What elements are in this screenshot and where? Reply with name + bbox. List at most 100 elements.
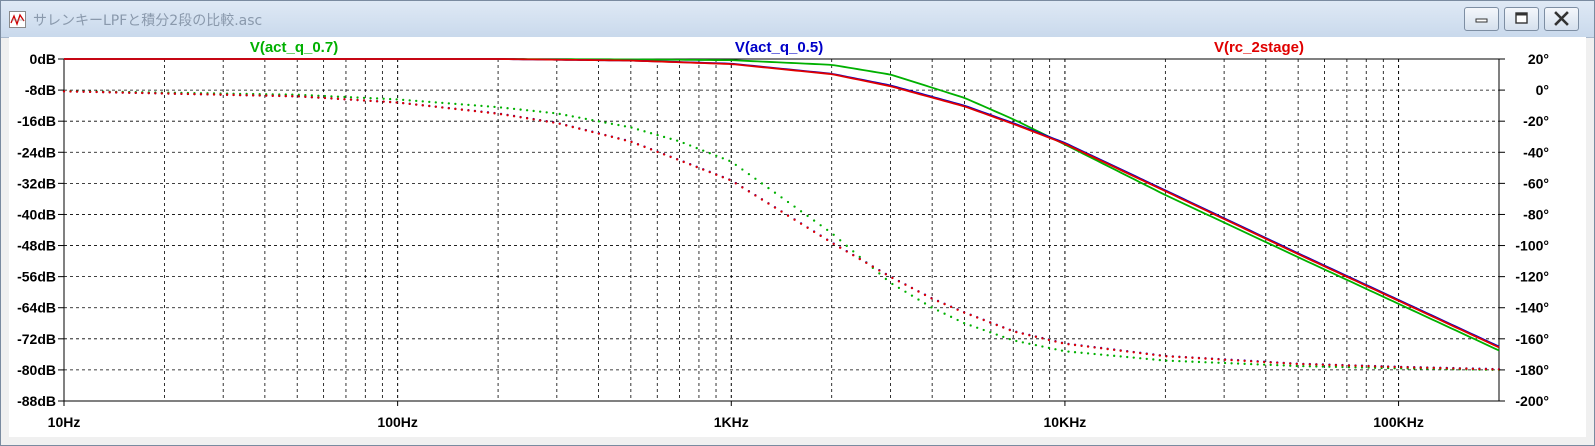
phase-point — [708, 152, 711, 155]
bottom-tick-label: 10Hz — [48, 414, 81, 430]
phase-point — [604, 121, 607, 124]
phase-point — [532, 109, 535, 113]
phase-point — [323, 94, 327, 98]
phase-point — [1041, 337, 1044, 340]
bode-plot[interactable]: 0dB -8dB -16dB -24dB -32dB -40dB -48dB -56dB -64… — [9, 37, 1586, 437]
phase-point — [1158, 354, 1161, 357]
phase-point — [917, 290, 920, 293]
phase-point — [1184, 356, 1188, 359]
phase-point — [1308, 363, 1311, 366]
phase-point — [1034, 343, 1038, 347]
phase-point — [493, 112, 496, 115]
left-tick-label: -48dB — [17, 238, 56, 254]
phase-point — [1021, 341, 1024, 344]
phase-point — [695, 146, 698, 150]
phase-point — [1230, 358, 1233, 362]
phase-point — [969, 313, 972, 317]
phase-point — [154, 92, 157, 95]
phase-point — [976, 326, 979, 329]
phase-point — [643, 130, 646, 133]
plot-pane[interactable]: 0dB -8dB -16dB -24dB -32dB -40dB -48dB -56dB -64… — [9, 37, 1586, 437]
phase-point — [1256, 363, 1259, 366]
phase-point — [799, 210, 803, 213]
bottom-tick-label: 1KHz — [714, 414, 749, 430]
phase-point — [539, 119, 542, 122]
phase-point — [767, 202, 770, 205]
phase-point — [1243, 359, 1246, 363]
phase-point — [480, 110, 483, 114]
phase-point — [832, 233, 835, 236]
phase-point — [943, 312, 946, 315]
phase-point — [369, 99, 372, 102]
phase-point — [1334, 365, 1338, 369]
phase-point — [297, 93, 300, 96]
phase-point — [382, 97, 385, 100]
phase-point — [1119, 355, 1122, 358]
phase-point — [930, 306, 933, 309]
phase-point — [1008, 328, 1011, 332]
phase-point — [1119, 349, 1122, 352]
phase-point — [486, 105, 490, 108]
maximize-button[interactable] — [1504, 7, 1539, 31]
right-tick-label: -80° — [1523, 206, 1549, 222]
magnitude-trace — [64, 58, 1500, 348]
phase-point — [1210, 361, 1214, 364]
phase-point — [1008, 338, 1011, 341]
phase-point — [441, 106, 444, 109]
minimize-icon — [1475, 18, 1488, 23]
phase-point — [689, 163, 692, 166]
right-tick-label: -140° — [1515, 300, 1549, 316]
phase-point — [519, 108, 522, 111]
grid — [64, 59, 1499, 401]
ltspice-waveform-icon[interactable] — [9, 11, 26, 28]
phase-point — [160, 92, 163, 95]
phase-point — [1034, 335, 1038, 338]
phase-point — [121, 91, 124, 94]
phase-point — [454, 107, 457, 111]
title-bar[interactable]: サレンキーLPFと積分2段の比較.asc — [1, 1, 1594, 38]
phase-point — [349, 98, 353, 101]
phase-point — [525, 109, 529, 112]
phase-point — [1113, 348, 1116, 352]
bottom-tick-label: 10KHz — [1044, 414, 1087, 430]
phase-point — [734, 182, 737, 185]
phase-point — [793, 218, 796, 221]
phase-point — [512, 115, 516, 118]
phase-point — [1439, 366, 1442, 370]
phase-point — [336, 95, 340, 98]
phase-point — [1073, 351, 1077, 354]
phase-point — [917, 298, 920, 301]
close-icon — [1554, 11, 1569, 26]
phase-point — [669, 155, 672, 159]
phase-trace — [62, 90, 1501, 371]
bottom-axis: 10Hz 100Hz 1KHz 10KHz 100KHz — [48, 401, 1424, 430]
legend-entry[interactable]: V(act_q_0.7) — [250, 39, 338, 56]
phase-point — [362, 96, 366, 100]
legend-entry[interactable]: V(act_q_0.5) — [735, 39, 823, 56]
phase-point — [1328, 363, 1331, 367]
phase-point — [962, 311, 966, 314]
phase-point — [167, 92, 170, 95]
phase-point — [669, 137, 672, 140]
phase-point — [571, 115, 574, 118]
phase-point — [1230, 362, 1233, 365]
plot-border — [63, 58, 1500, 402]
phase-point — [467, 109, 470, 112]
phase-point — [545, 120, 548, 123]
bottom-tick-label: 100KHz — [1373, 414, 1424, 430]
legend-entry[interactable]: V(rc_2stage) — [1214, 39, 1304, 56]
phase-point — [715, 154, 718, 157]
phase-point — [310, 96, 314, 99]
phase-point — [428, 104, 431, 108]
phase-point — [356, 96, 359, 99]
phase-point — [956, 318, 959, 322]
phase-point — [969, 324, 972, 327]
phase-point — [721, 176, 724, 179]
close-button[interactable] — [1544, 7, 1579, 31]
phase-point — [1067, 350, 1070, 353]
minimize-button[interactable] — [1464, 7, 1499, 31]
phase-point — [304, 93, 307, 97]
phase-point — [610, 135, 614, 139]
phase-point — [245, 94, 248, 97]
maximize-icon — [1515, 12, 1528, 24]
